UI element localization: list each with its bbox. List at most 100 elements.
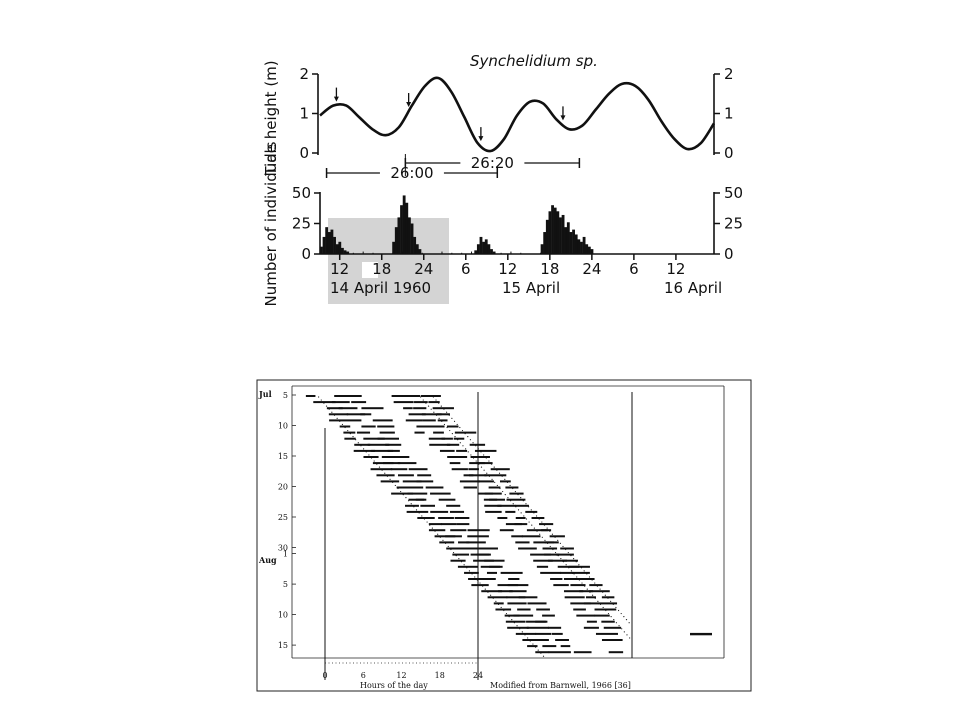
dotted-line-dot (591, 594, 594, 596)
dotted-line-dot (475, 460, 477, 462)
activity-bar (370, 468, 393, 471)
activity-bar (430, 510, 449, 513)
dotted-line-dot (581, 582, 583, 584)
activity-bar (570, 584, 586, 587)
activity-bar (452, 553, 470, 556)
counts-x-tick-label: 6 (461, 260, 471, 278)
tide-right-tick-label: 1 (724, 105, 734, 123)
dotted-line-dot (415, 509, 418, 511)
count-bar (559, 217, 562, 254)
dotted-line-dot (470, 454, 472, 456)
dotted-line-dot (530, 509, 532, 511)
activity-bar (505, 486, 519, 489)
activity-bar (595, 632, 618, 635)
dotted-line-dot (560, 558, 562, 560)
count-bar (320, 246, 323, 254)
activity-bar (540, 571, 562, 574)
counts-left-tick-label: 0 (301, 245, 311, 263)
count-bar (487, 244, 491, 254)
activity-bar (497, 504, 516, 507)
activity-bar (509, 590, 527, 593)
counts-x-tick-label: 24 (582, 260, 601, 278)
activity-bar (406, 510, 429, 513)
count-noise-bar (402, 251, 404, 254)
dotted-line-dot (462, 445, 464, 447)
activity-bar (601, 639, 623, 641)
activity-bar (454, 517, 470, 519)
actogram-caption: Modified from Barnwell, 1966 [36] (490, 681, 631, 690)
dotted-line-dot (615, 606, 617, 609)
activity-bar (428, 401, 440, 404)
activity-bar (560, 571, 574, 574)
interval-label: 26:20 (471, 154, 514, 172)
activity-bar (585, 596, 596, 599)
activity-bar (450, 559, 466, 562)
dotted-line-dot (491, 478, 493, 480)
activity-bar (594, 614, 610, 617)
day-tick-label: 1 (283, 550, 288, 559)
dotted-line-dot (443, 423, 446, 426)
activity-bar (507, 626, 529, 629)
activity-bar (339, 395, 362, 397)
activity-bar (544, 541, 559, 544)
dotted-line-dot (489, 594, 492, 596)
counts-x-tick-label: 6 (629, 260, 639, 278)
activity-bar (571, 571, 590, 574)
activity-bar (531, 517, 545, 519)
count-noise-bar (352, 252, 354, 254)
dotted-line-dot (389, 478, 391, 480)
day-tick-label: 30 (278, 544, 288, 553)
dotted-line-dot (525, 503, 527, 505)
activity-bar (485, 510, 502, 513)
activity-bar (583, 626, 599, 629)
dotted-line-dot (469, 439, 472, 441)
activity-bar (583, 602, 600, 605)
dotted-line-dot (430, 408, 432, 410)
dotted-line-dot (493, 466, 495, 468)
dotted-line-dot (438, 417, 440, 419)
activity-bar (560, 547, 574, 550)
dotted-line-dot (597, 600, 599, 602)
activity-bar (586, 620, 597, 623)
count-bar (551, 205, 554, 254)
dotted-line-dot (528, 521, 530, 523)
activity-bar (377, 425, 395, 428)
activity-bar (338, 407, 358, 410)
activity-bar (551, 632, 563, 635)
activity-bar (445, 535, 462, 538)
tide-left-tick-label: 1 (299, 105, 309, 123)
count-bar (582, 236, 586, 254)
activity-bar (376, 474, 395, 477)
dotted-line-dot (509, 484, 511, 487)
activity-bar (468, 578, 485, 580)
activity-bar (481, 590, 503, 593)
dotted-line-dot (531, 524, 533, 526)
count-noise-bar (451, 252, 453, 254)
dotted-line-dot (504, 478, 506, 480)
dotted-line-dot (495, 600, 497, 602)
dotted-line-dot (504, 494, 506, 496)
activity-bar (513, 614, 534, 617)
tide-figure: Synchelidium sp. 0 01 12 2 Tide height (m) … (262, 52, 743, 306)
activity-bar (527, 602, 547, 605)
activity-bar (507, 602, 527, 605)
count-noise-bar (500, 252, 502, 254)
activity-bar (517, 608, 531, 611)
activity-bar (405, 419, 423, 422)
activity-bar (380, 480, 400, 483)
count-bar (490, 249, 493, 254)
dotted-line-dot (446, 411, 448, 413)
dotted-line-dot (461, 429, 464, 432)
dotted-line-dot (565, 564, 567, 566)
dotted-line-dot (502, 490, 504, 493)
activity-bar (469, 443, 486, 446)
dotted-line-dot (483, 454, 485, 456)
counts-left-tick-label: 25 (292, 215, 311, 233)
count-bar (330, 229, 334, 254)
counts-x-tick-label: 24 (414, 260, 433, 278)
dotted-line-dot (514, 490, 516, 493)
counts-x-tick-label: 18 (540, 260, 559, 278)
activity-bar (509, 492, 524, 495)
activity-bar (484, 474, 507, 477)
count-bar (548, 211, 552, 254)
